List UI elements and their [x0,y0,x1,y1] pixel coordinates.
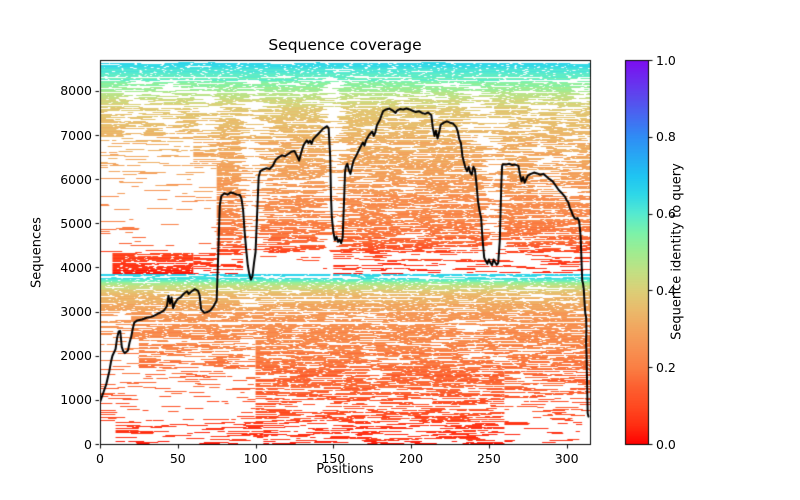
colorbar-label: Sequence identity to query [669,163,685,340]
x-tick-label: 0 [96,451,104,466]
y-tick-label: 8000 [60,83,92,99]
y-tick-label: 7000 [60,127,92,143]
colorbar-tick-label: 1.0 [656,52,676,68]
chart-title: Sequence coverage [268,36,422,54]
x-axis-label: Positions [316,462,374,477]
colorbar-tick-label: 0.6 [656,206,676,222]
y-tick-label: 5000 [60,215,92,231]
colorbar-tick-label: 0.8 [656,129,676,145]
x-tick-label: 250 [476,451,501,466]
x-tick-label: 50 [169,451,186,466]
y-tick-label: 1000 [60,392,92,408]
y-tick-label: 6000 [60,171,92,187]
y-axis-label: Sequences [29,217,45,288]
colorbar-tick-label: 0.0 [656,436,676,452]
x-tick-label: 300 [554,451,579,466]
y-tick-label: 0 [84,436,92,452]
y-tick-label: 2000 [60,348,92,364]
y-tick-label: 3000 [60,304,92,320]
x-tick-label: 200 [399,451,424,466]
x-tick-label: 100 [243,451,268,466]
x-tick-label: 150 [321,451,346,466]
colorbar-tick-label: 0.2 [656,359,676,375]
y-tick-label: 4000 [60,259,92,275]
colorbar-tick-label: 0.4 [656,282,676,298]
